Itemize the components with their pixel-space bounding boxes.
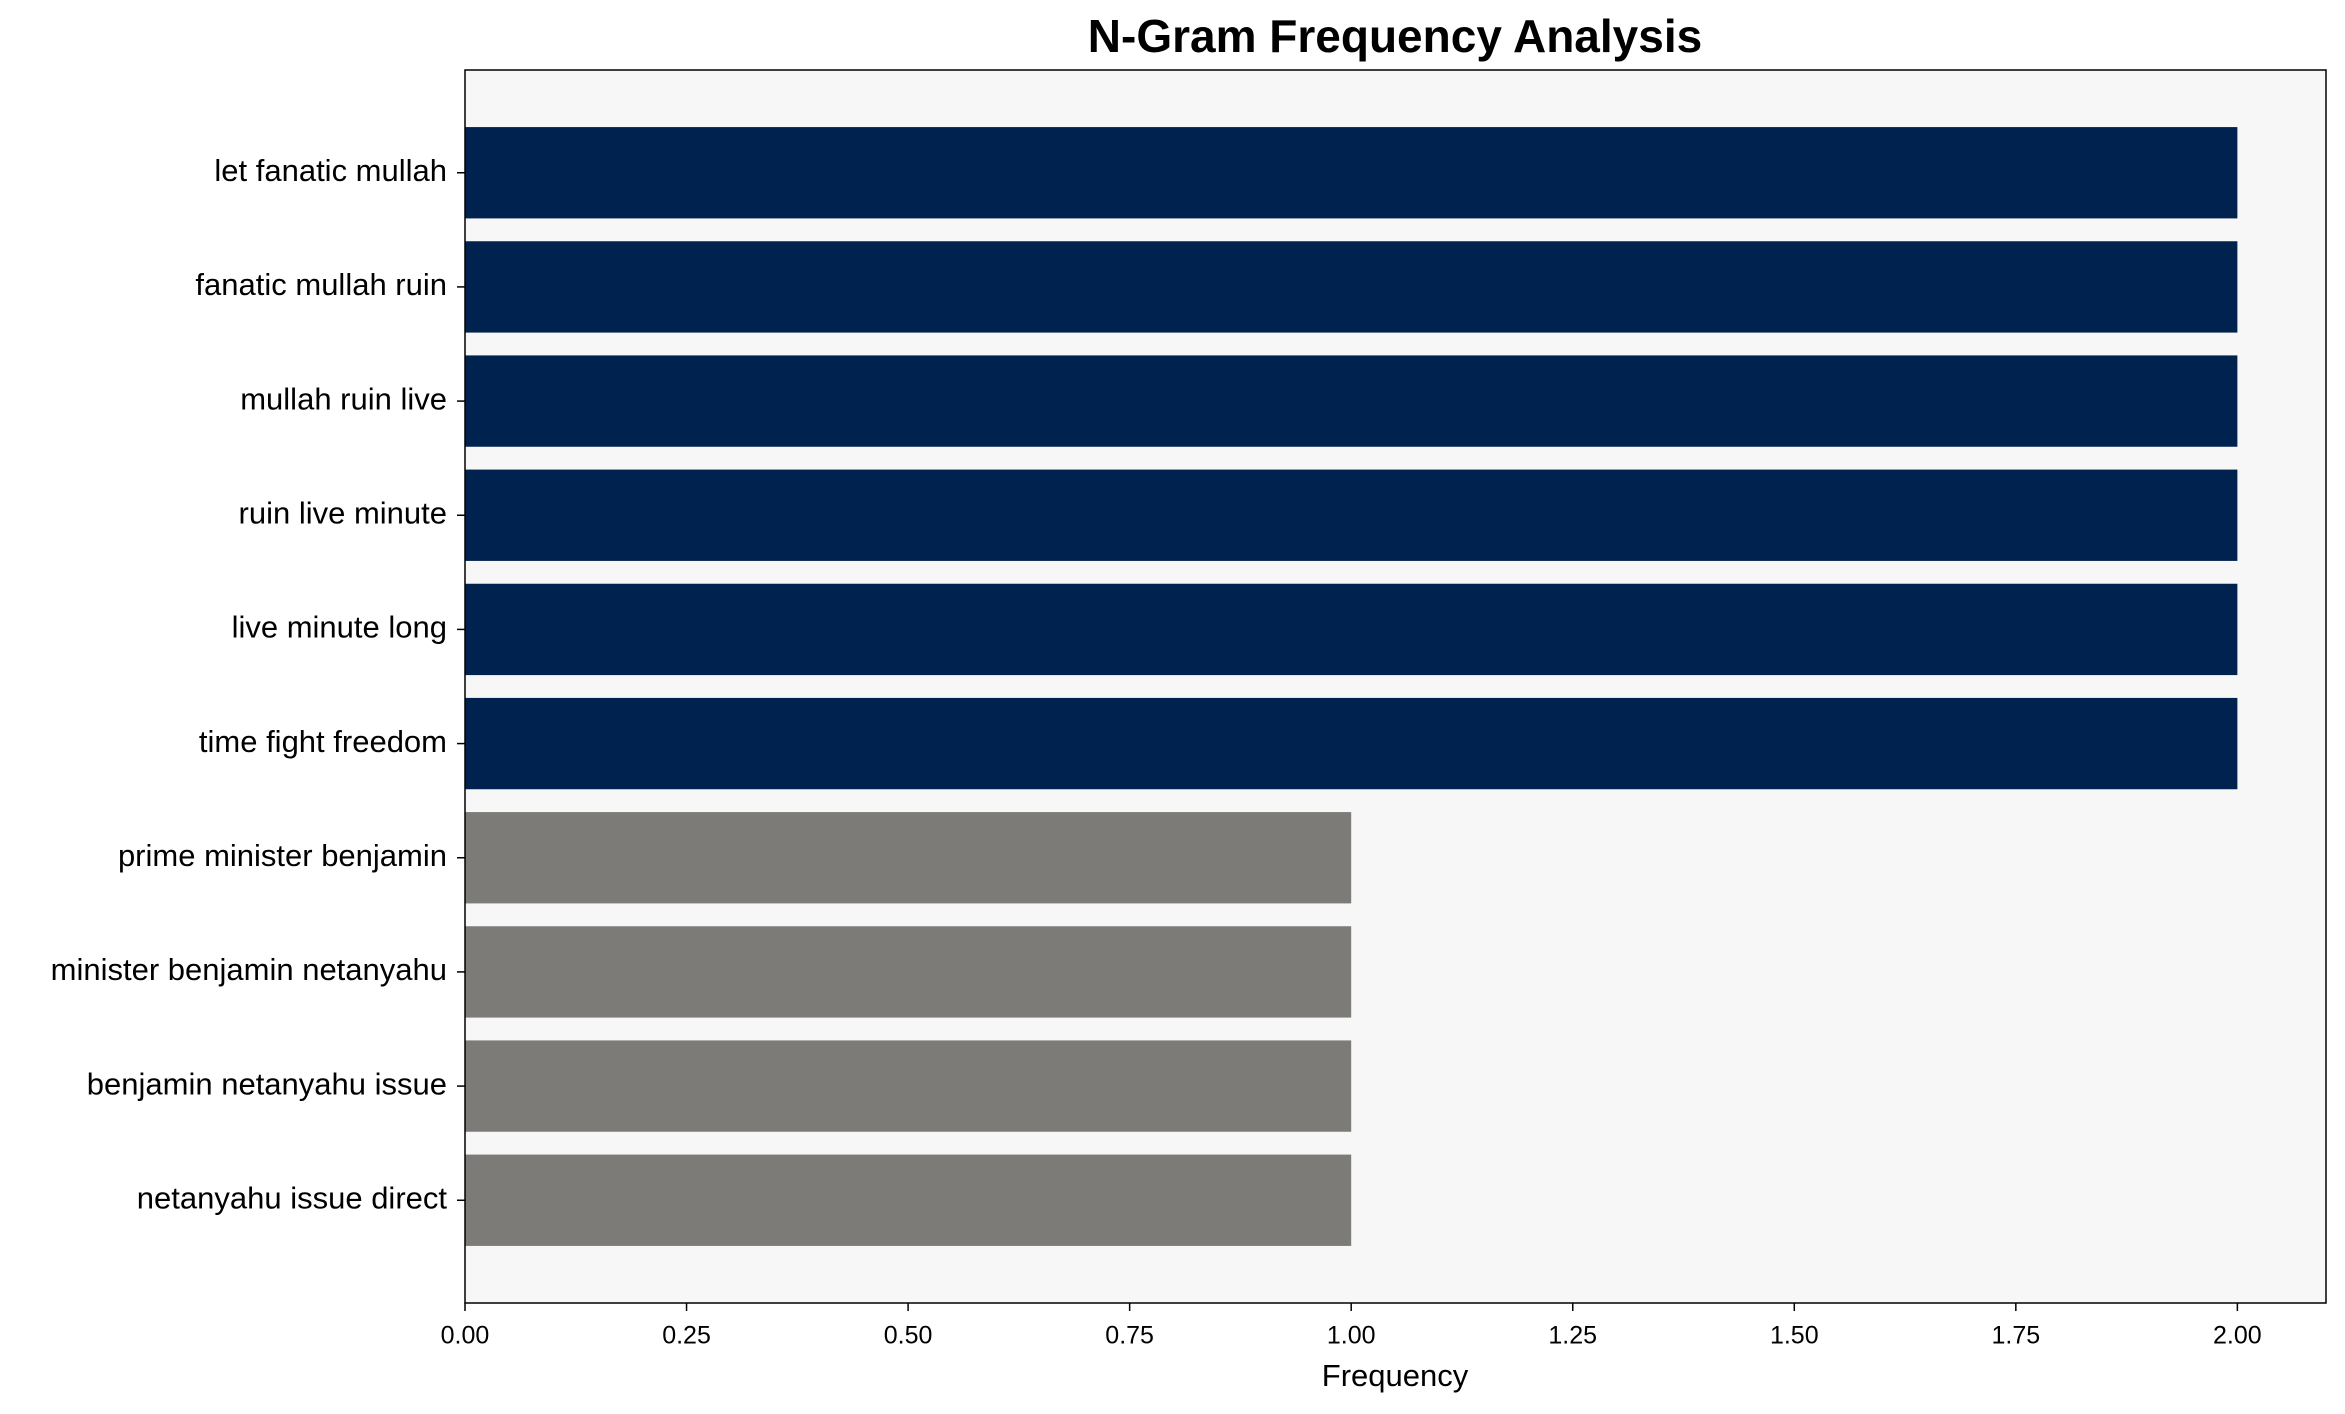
y-tick-label: time fight freedom [199, 724, 447, 759]
bar [465, 127, 2238, 219]
x-tick-label: 0.75 [1105, 1322, 1154, 1350]
bar [465, 812, 1352, 904]
bar [465, 1040, 1352, 1132]
x-axis-label: Frequency [1322, 1358, 1469, 1393]
x-tick-label: 0.00 [441, 1322, 490, 1350]
bar [465, 469, 2238, 561]
bar [465, 697, 2238, 790]
chart-title: N-Gram Frequency Analysis [1088, 10, 1702, 62]
x-tick-label: 1.00 [1327, 1322, 1376, 1350]
bar [465, 926, 1352, 1018]
y-tick-label: ruin live minute [239, 495, 447, 530]
bar [465, 241, 2238, 333]
x-tick-label: 1.50 [1770, 1322, 1819, 1350]
bar [465, 355, 2238, 447]
x-tick-label: 0.50 [884, 1322, 933, 1350]
y-tick-label: live minute long [232, 610, 447, 645]
y-tick-label: minister benjamin netanyahu [51, 952, 447, 987]
x-tick-label: 2.00 [2213, 1322, 2262, 1350]
bar [465, 1154, 1352, 1246]
y-tick-label: benjamin netanyahu issue [87, 1066, 447, 1101]
y-tick-label: netanyahu issue direct [137, 1180, 448, 1215]
y-tick-label: prime minister benjamin [118, 838, 447, 873]
plot-frame [464, 69, 2327, 1304]
x-tick-label: 0.25 [662, 1322, 711, 1350]
y-tick-label: let fanatic mullah [214, 153, 447, 188]
x-tick-label: 1.75 [1991, 1322, 2040, 1350]
y-tick-label: fanatic mullah ruin [195, 267, 447, 302]
bar [465, 583, 2238, 676]
x-tick-label: 1.25 [1548, 1322, 1597, 1350]
y-tick-label: mullah ruin live [240, 381, 447, 416]
